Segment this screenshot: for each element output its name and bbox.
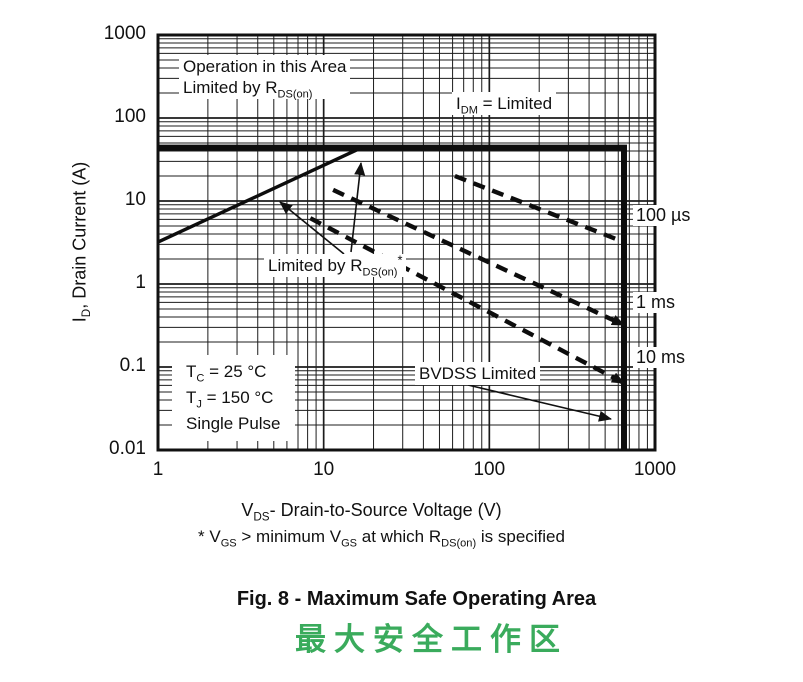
curve-label-10ms: 10 ms xyxy=(633,347,689,368)
figure-caption-chinese: 最大安全工作区 xyxy=(295,622,568,657)
arrow-to-bvdss-line xyxy=(467,384,612,422)
y-tick-label: 0.01 xyxy=(109,438,146,459)
x-tick-label: 1 xyxy=(152,459,164,480)
figure-caption: Fig. 8 - Maximum Safe Operating Area xyxy=(236,588,597,610)
curves xyxy=(157,144,627,450)
x-tick-label: 10 xyxy=(313,459,335,480)
series-t-10ms xyxy=(309,216,626,386)
series-t-1ms xyxy=(332,187,625,328)
arrow-to-rdson-line xyxy=(279,201,345,255)
y-tick-label: 100 xyxy=(114,106,146,127)
annotation-bvdss-limited: BVDSS Limited xyxy=(415,362,541,385)
series-t-100us xyxy=(454,173,625,245)
series-idm-limit xyxy=(158,144,627,450)
plot-frame xyxy=(156,33,657,452)
condition-pulse: Single Pulse xyxy=(186,414,281,433)
y-axis-title: ID, Drain Current (A) xyxy=(69,161,94,323)
y-tick-label: 10 xyxy=(124,189,146,210)
arrow-to-rdson-corner xyxy=(350,162,366,253)
y-tick-label: 0.1 xyxy=(119,355,146,376)
annotation-operation-area: Operation in this Area Limited by RDS(on… xyxy=(179,55,351,100)
test-conditions: TC = 25 °C TJ = 150 °C Single Pulse xyxy=(172,355,295,441)
x-axis-title: VDS- Drain-to-Source Voltage (V) xyxy=(241,500,502,524)
y-tick-label: 1 xyxy=(135,272,146,293)
curve-label-1ms: 1 ms xyxy=(633,292,679,313)
annotation-limited-by-rdson: Limited by RDS(on)* xyxy=(264,253,407,278)
curve-label-100us: 100 µs xyxy=(633,205,694,226)
annotation-idm-limited: IDM = Limited xyxy=(452,92,557,116)
y-tick-label: 1000 xyxy=(103,23,146,44)
condition-tc: TC = 25 °C xyxy=(186,362,267,385)
x-tick-label: 100 xyxy=(473,459,506,480)
x-tick-label: 1000 xyxy=(633,459,677,480)
footnote: * VGS > minimum VGS at which RDS(on) is … xyxy=(198,527,565,550)
condition-tj: TJ = 150 °C xyxy=(186,388,274,411)
series-rdson-limit xyxy=(157,146,363,244)
annotation-arrows xyxy=(279,162,612,422)
